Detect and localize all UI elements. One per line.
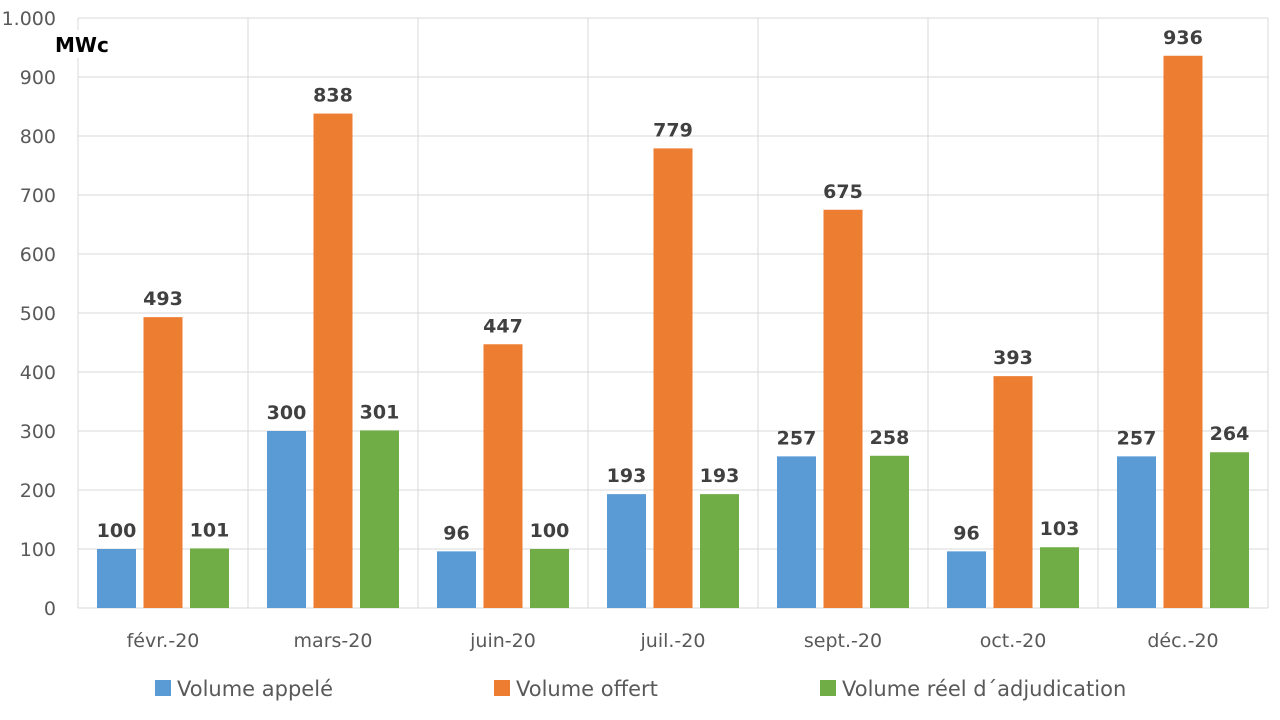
legend-swatch <box>820 680 836 696</box>
y-tick-label: 100 <box>20 539 56 561</box>
bar <box>360 430 399 608</box>
data-label: 675 <box>823 181 863 203</box>
bar <box>700 494 739 608</box>
x-tick-label: oct.-20 <box>980 630 1047 652</box>
legend-swatch <box>494 680 510 696</box>
data-label: 103 <box>1040 518 1080 540</box>
data-label: 96 <box>953 522 979 544</box>
bar <box>777 456 816 608</box>
bar <box>993 376 1033 608</box>
x-tick-label: sept.-20 <box>804 630 882 652</box>
x-tick-label: févr.-20 <box>127 630 200 652</box>
data-label: 193 <box>700 465 740 487</box>
bar <box>870 455 909 608</box>
data-label: 193 <box>607 465 647 487</box>
data-label: 779 <box>653 119 693 141</box>
data-label: 493 <box>143 288 183 310</box>
data-label: 838 <box>313 85 353 107</box>
y-tick-label: 600 <box>20 244 56 266</box>
x-tick-label: juil.-20 <box>640 630 706 652</box>
data-label: 447 <box>483 315 523 337</box>
data-label: 936 <box>1163 27 1203 49</box>
x-tick-label: mars-20 <box>294 630 373 652</box>
y-tick-label: 800 <box>20 126 56 148</box>
x-tick-label: déc.-20 <box>1147 630 1218 652</box>
data-label: 96 <box>443 522 469 544</box>
data-label: 257 <box>777 427 817 449</box>
bar <box>437 551 476 608</box>
data-label: 393 <box>993 347 1033 369</box>
y-tick-label: 1.000 <box>2 8 56 30</box>
bar <box>143 317 183 608</box>
y-tick-label: 400 <box>20 362 56 384</box>
y-tick-label: 700 <box>20 185 56 207</box>
y-tick-label: 300 <box>20 421 56 443</box>
y-tick-label: 900 <box>20 67 56 89</box>
legend-label: Volume appelé <box>177 677 333 701</box>
data-label: 301 <box>360 401 400 423</box>
bar <box>483 344 523 608</box>
bar <box>1040 547 1079 608</box>
bar <box>607 494 646 608</box>
data-label: 257 <box>1117 427 1157 449</box>
y-tick-label: 0 <box>44 598 56 620</box>
bar <box>653 148 693 608</box>
bar <box>530 549 569 608</box>
data-label: 258 <box>870 427 910 449</box>
bar <box>1163 55 1203 608</box>
bar <box>190 548 229 608</box>
data-label: 300 <box>267 402 307 424</box>
bar <box>313 113 353 608</box>
legend-label: Volume réel d´adjudication <box>842 677 1126 701</box>
bar <box>823 209 863 608</box>
legend-swatch <box>155 680 171 696</box>
bar <box>1117 456 1156 608</box>
y-axis-label: MWc <box>55 33 109 57</box>
bar <box>947 551 986 608</box>
bar <box>97 549 136 608</box>
data-label: 100 <box>530 520 570 542</box>
data-label: 101 <box>190 519 230 541</box>
bar <box>267 431 306 608</box>
y-tick-label: 200 <box>20 480 56 502</box>
data-label: 264 <box>1210 423 1250 445</box>
legend-label: Volume offert <box>516 677 658 701</box>
x-tick-label: juin-20 <box>469 630 536 652</box>
bar <box>1210 452 1249 608</box>
y-tick-label: 500 <box>20 303 56 325</box>
ylabel-background <box>50 30 106 58</box>
data-label: 100 <box>97 520 137 542</box>
